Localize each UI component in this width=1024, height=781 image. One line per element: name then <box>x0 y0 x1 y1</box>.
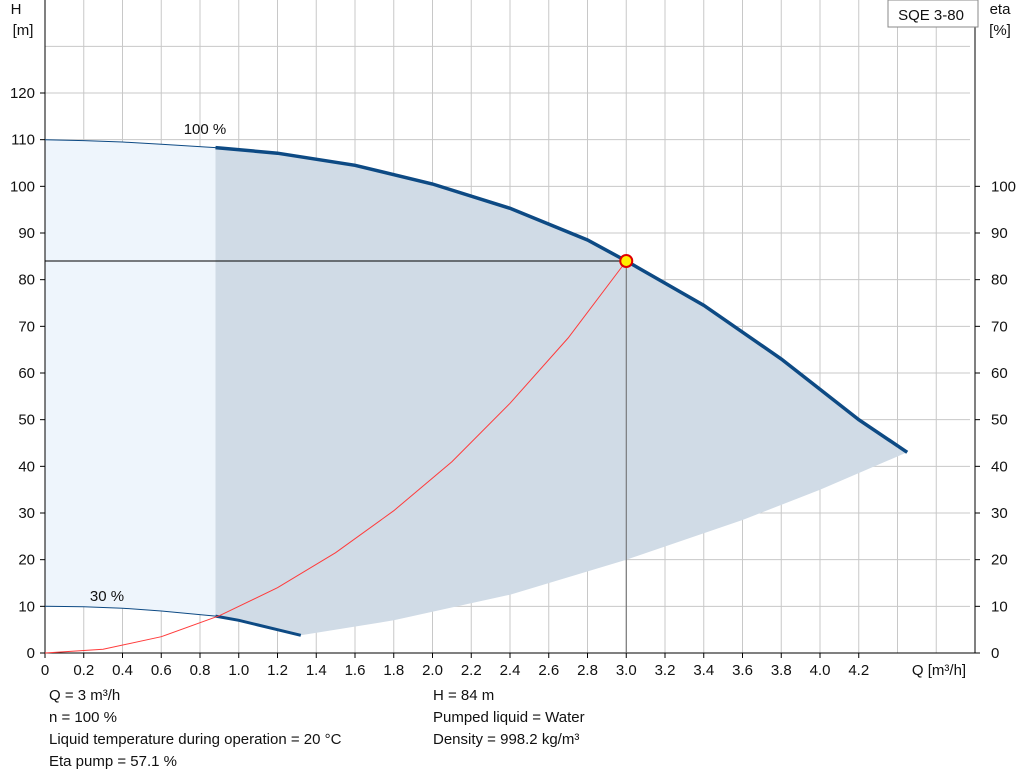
x-tick-label: 0.6 <box>151 662 172 679</box>
curve-label-30: 30 % <box>90 588 124 605</box>
left-tick-label: 110 <box>11 132 35 149</box>
x-tick-label: 4.0 <box>810 662 831 679</box>
pump-performance-chart: 0 10 20 30 40 50 60 70 80 90 100 110 120 0 10 20 30 40 50 6… <box>10 0 1016 679</box>
right-tick-label: 30 <box>991 505 1008 522</box>
left-tick-label: 100 <box>10 178 35 195</box>
right-tick-label: 0 <box>991 645 999 662</box>
left-tick-label: 0 <box>27 645 35 662</box>
x-tick-label: 3.0 <box>616 662 637 679</box>
x-tick-label: 3.6 <box>732 662 753 679</box>
curve-100 <box>215 145 909 454</box>
right-tick-label: 10 <box>991 598 1008 615</box>
x-tick-label: 0.8 <box>190 662 211 679</box>
curve-label-100: 100 % <box>184 121 227 138</box>
x-axis-label: Q [m³/h] <box>912 662 966 679</box>
x-tick-label: 2.2 <box>461 662 482 679</box>
right-axis-unit: [%] <box>989 22 1011 39</box>
x-tick-label: 1.8 <box>383 662 404 679</box>
x-tick-label: 1.4 <box>306 662 327 679</box>
right-axis-symbol: eta <box>990 1 1012 18</box>
info-liquid: Pumped liquid = Water <box>433 709 585 726</box>
info-right: H = 84 m Pumped liquid = Water Density =… <box>433 685 585 751</box>
x-tick-label: 2.4 <box>500 662 521 679</box>
right-tick-label: 40 <box>991 458 1008 475</box>
low-flow-region <box>45 139 216 617</box>
right-tick-label: 100 <box>991 178 1016 195</box>
right-tick-label: 60 <box>991 365 1008 382</box>
duty-point-marker <box>619 254 634 268</box>
x-tick-label: 0 <box>41 662 49 679</box>
left-tick-label: 40 <box>18 458 35 475</box>
left-tick-label: 70 <box>18 318 35 335</box>
left-tick-label: 10 <box>18 598 35 615</box>
left-tick-label: 30 <box>18 505 35 522</box>
info-head: H = 84 m <box>433 687 495 704</box>
x-tick-label: 4.2 <box>848 662 869 679</box>
info-left: Q = 3 m³/h n = 100 % Liquid temperature … <box>49 685 341 773</box>
curve-30-low-flow <box>44 605 216 617</box>
left-tick-label: 20 <box>18 552 35 569</box>
x-tick-label: 3.4 <box>693 662 714 679</box>
info-temperature: Liquid temperature during operation = 20… <box>49 731 342 748</box>
x-tick-label: 3.2 <box>655 662 676 679</box>
info-flow: Q = 3 m³/h <box>49 687 121 704</box>
curve-100-low-flow <box>44 139 216 149</box>
model-label: SQE 3-80 <box>898 7 964 24</box>
operating-area-fill <box>45 139 908 636</box>
left-axis-unit: [m] <box>13 22 34 39</box>
right-tick-label: 50 <box>991 412 1008 429</box>
right-tick-label: 70 <box>991 318 1008 335</box>
x-tick-label: 2.6 <box>538 662 559 679</box>
x-tick-label: 1.0 <box>228 662 249 679</box>
left-tick-label: 60 <box>18 365 35 382</box>
x-tick-label: 0.2 <box>73 662 94 679</box>
model-label-box <box>887 0 979 28</box>
info-speed: n = 100 % <box>49 709 117 726</box>
x-tick-label: 2.8 <box>577 662 598 679</box>
left-axis-symbol: H <box>11 1 22 18</box>
axes: 0 10 20 30 40 50 60 70 80 90 100 110 120 0 10 20 30 40 50 6… <box>10 0 1016 679</box>
right-tick-label: 80 <box>991 272 1008 289</box>
left-tick-label: 80 <box>18 272 35 289</box>
x-tick-label: 2.0 <box>422 662 443 679</box>
x-tick-label: 1.2 <box>267 662 288 679</box>
right-tick-label: 20 <box>991 552 1008 569</box>
left-tick-label: 90 <box>18 225 35 242</box>
info-density: Density = 998.2 kg/m³ <box>433 731 580 748</box>
left-tick-label: 120 <box>10 85 35 102</box>
left-tick-label: 50 <box>18 412 35 429</box>
system-curve <box>44 260 627 654</box>
x-tick-label: 1.6 <box>345 662 366 679</box>
right-tick-label: 90 <box>991 225 1008 242</box>
operating-area <box>45 139 908 636</box>
info-eta-pump: Eta pump = 57.1 % <box>49 753 177 770</box>
x-tick-label: 0.4 <box>112 662 133 679</box>
curve-30 <box>215 614 302 637</box>
x-tick-label: 3.8 <box>771 662 792 679</box>
curves <box>44 139 909 654</box>
